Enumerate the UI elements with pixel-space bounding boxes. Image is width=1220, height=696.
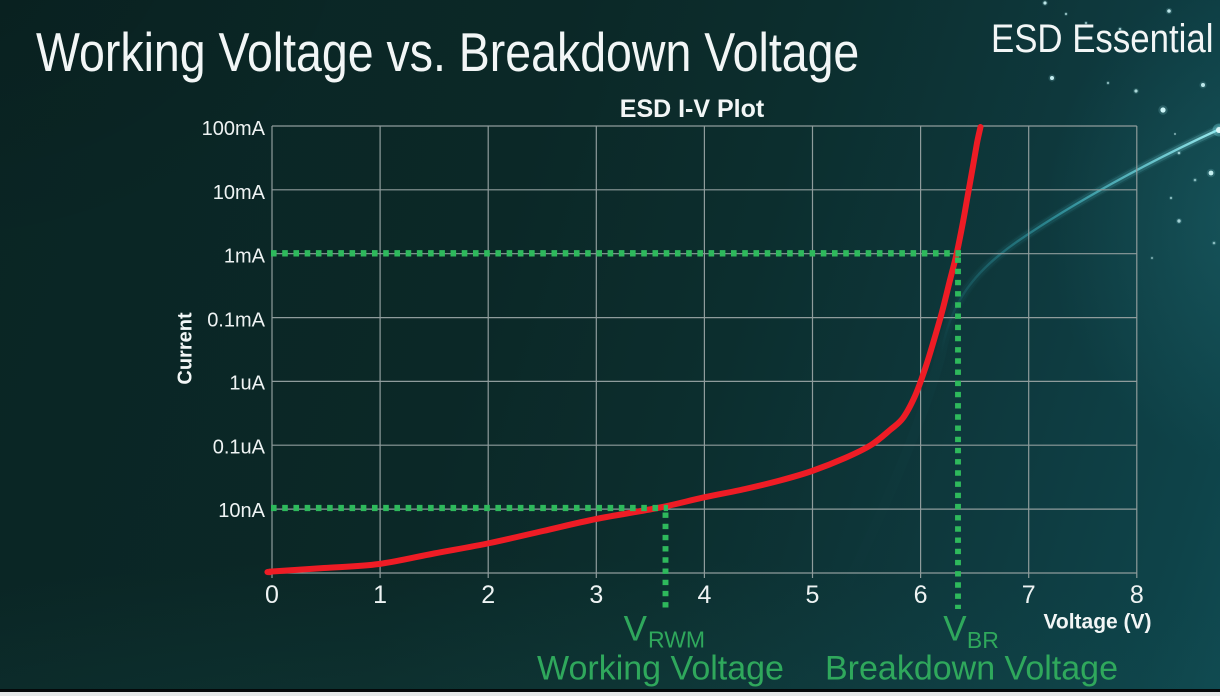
- svg-text:1: 1: [373, 581, 387, 609]
- svg-text:0.1mA: 0.1mA: [207, 310, 265, 332]
- svg-text:V: V: [943, 610, 967, 649]
- svg-text:100mA: 100mA: [202, 118, 266, 140]
- svg-text:10nA: 10nA: [218, 500, 265, 522]
- svg-text:3: 3: [589, 581, 603, 609]
- svg-text:7: 7: [1022, 581, 1036, 609]
- svg-text:RWM: RWM: [648, 627, 705, 653]
- svg-text:V: V: [624, 610, 648, 649]
- svg-text:0.1uA: 0.1uA: [213, 436, 266, 458]
- svg-text:5: 5: [806, 581, 820, 609]
- svg-text:4: 4: [697, 581, 711, 609]
- svg-text:0: 0: [265, 581, 279, 609]
- svg-text:2: 2: [481, 581, 495, 609]
- svg-text:Working Voltage: Working Voltage: [537, 650, 784, 688]
- svg-text:Voltage (V): Voltage (V): [1043, 611, 1151, 634]
- svg-text:BR: BR: [967, 627, 999, 653]
- svg-text:Current: Current: [175, 312, 197, 385]
- svg-text:10mA: 10mA: [213, 182, 266, 204]
- svg-text:Breakdown Voltage: Breakdown Voltage: [825, 650, 1118, 688]
- svg-text:8: 8: [1130, 581, 1144, 609]
- svg-text:1mA: 1mA: [224, 246, 266, 268]
- svg-text:6: 6: [914, 581, 928, 609]
- svg-text:1uA: 1uA: [229, 372, 265, 394]
- svg-text:ESD I-V Plot: ESD I-V Plot: [620, 95, 765, 123]
